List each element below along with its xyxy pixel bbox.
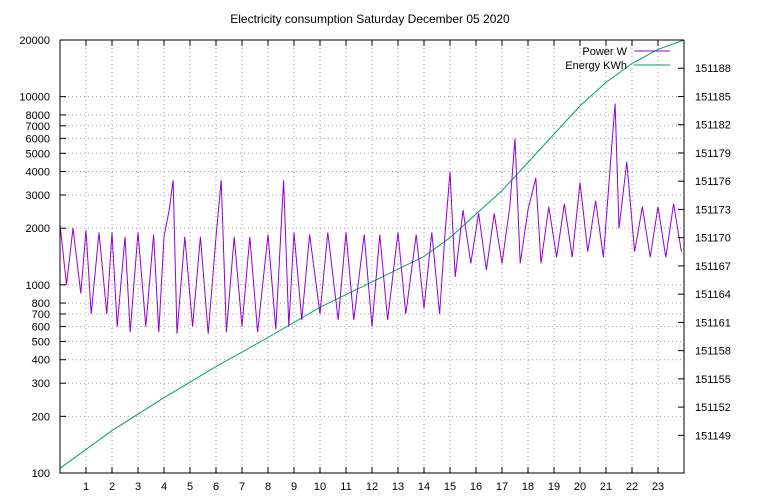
y-left-tick-label: 8000 <box>26 110 50 122</box>
series-line <box>59 39 685 469</box>
x-tick-label: 8 <box>265 481 271 493</box>
x-tick-label: 2 <box>109 481 115 493</box>
y-right-tick-label: 151170 <box>695 233 731 245</box>
gridlines <box>60 40 684 473</box>
y-left-tick-label: 800 <box>32 298 50 310</box>
y-left-tick-label: 600 <box>32 322 50 334</box>
y-right-tick-label: 151152 <box>695 402 731 414</box>
x-tick-label: 17 <box>496 481 508 493</box>
x-tick-label: 22 <box>626 481 638 493</box>
y-left-tick-label: 2000 <box>26 223 50 235</box>
y-right-tick-label: 151161 <box>695 317 731 329</box>
x-tick-label: 4 <box>161 481 167 493</box>
y-left-tick-label: 4000 <box>26 167 50 179</box>
x-tick-label: 5 <box>187 481 193 493</box>
x-tick-label: 7 <box>239 481 245 493</box>
chart-title: Electricity consumption Saturday Decembe… <box>230 12 510 26</box>
series-line <box>59 103 682 334</box>
energy-series <box>59 39 685 469</box>
y-right-tick-label: 151176 <box>695 176 731 188</box>
y-right-tick-label: 151173 <box>695 204 731 216</box>
y-right-tick-label: 151149 <box>695 430 731 442</box>
x-tick-label: 19 <box>548 481 560 493</box>
y-left-tick-label: 6000 <box>26 133 50 145</box>
y-right-tick-label: 151167 <box>695 261 731 273</box>
x-tick-label: 6 <box>213 481 219 493</box>
y-left-tick-label: 5000 <box>26 148 50 160</box>
y-left-tick-label: 1000 <box>26 280 50 292</box>
x-tick-label: 23 <box>652 481 664 493</box>
y-left-tick-label: 7000 <box>26 121 50 133</box>
x-tick-label: 21 <box>600 481 612 493</box>
y-left-tick-label: 300 <box>32 378 50 390</box>
y-right-tick-label: 151164 <box>695 289 731 301</box>
y-right-tick-label: 151179 <box>695 148 731 160</box>
x-tick-label: 9 <box>291 481 297 493</box>
x-tick-label: 13 <box>392 481 404 493</box>
y-left-tick-label: 100 <box>32 468 50 480</box>
y-right-tick-label: 151158 <box>695 346 731 358</box>
y-left-tick-label: 500 <box>32 336 50 348</box>
x-tick-label: 20 <box>574 481 586 493</box>
y-left-tick-label: 3000 <box>26 190 50 202</box>
y-right-tick-label: 151188 <box>695 63 731 75</box>
legend-label: Power W <box>582 46 627 58</box>
y-right-tick-label: 151185 <box>695 91 731 103</box>
y-left-tick-label: 10000 <box>19 92 50 104</box>
x-tick-label: 15 <box>444 481 456 493</box>
legend-label: Energy KWh <box>565 60 627 72</box>
power-series <box>59 103 682 334</box>
legend: Power W Energy KWh <box>565 46 670 72</box>
y-right-tick-label: 151155 <box>695 374 731 386</box>
x-tick-label: 12 <box>366 481 378 493</box>
y-left-tick-label: 400 <box>32 355 50 367</box>
x-tick-label: 3 <box>135 481 141 493</box>
x-tick-label: 18 <box>522 481 534 493</box>
x-tick-label: 16 <box>470 481 482 493</box>
x-axis: 1 2 3 4 5 6 7 8 9 10 11 12 13 14 15 16 17 18 19 20 21 22 23 <box>83 40 664 493</box>
x-tick-label: 10 <box>314 481 326 493</box>
y-right-tick-label: 151182 <box>695 120 731 132</box>
y-left-tick-label: 700 <box>32 309 50 321</box>
y-axis-right: 151149 151152 151155 151158 151161 151164 1511… <box>678 63 731 442</box>
x-tick-label: 1 <box>83 481 89 493</box>
y-left-tick-label: 200 <box>32 411 50 423</box>
x-tick-label: 14 <box>418 481 430 493</box>
y-left-tick-label: 20000 <box>19 35 50 47</box>
x-tick-label: 11 <box>340 481 351 493</box>
